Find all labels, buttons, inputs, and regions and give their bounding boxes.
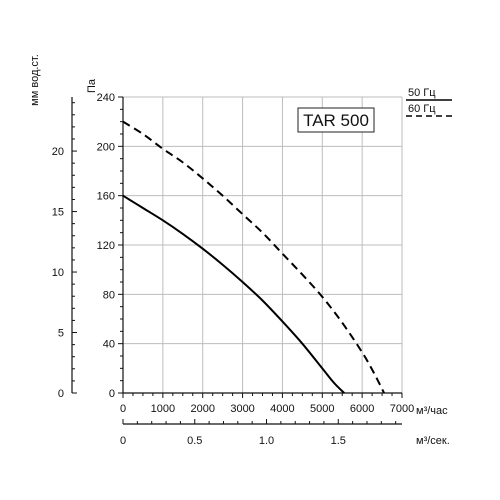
x-tick-label: 5000 (310, 403, 334, 415)
x2-tick-label: 1.5 (331, 435, 346, 447)
y-axis-label: Па (86, 78, 98, 93)
y-tick-label: 0 (109, 388, 115, 400)
legend-label-50hz: 50 Гц (408, 87, 436, 99)
axes (71, 96, 403, 425)
y2-tick-label: 20 (52, 146, 64, 158)
x-axis-label: м³/час (416, 405, 448, 417)
x2-tick-label: 1.0 (259, 435, 274, 447)
y2-axis-label: мм вод.ст. (29, 54, 41, 106)
y-tick-label: 240 (97, 92, 115, 104)
y-tick-label: 200 (97, 141, 115, 153)
x-tick-label: 1000 (151, 403, 175, 415)
x-tick-label: 3000 (230, 403, 254, 415)
series-line-60hz (122, 120, 385, 394)
x2-axis-label: м³/сек. (416, 435, 450, 447)
chart-title-box: TAR 500 (297, 107, 375, 133)
x2-tick-label: 0.5 (187, 435, 202, 447)
x-tick-label: 7000 (390, 403, 414, 415)
x-tick-label: 4000 (270, 403, 294, 415)
y-tick-label: 160 (97, 191, 115, 203)
y2-tick-label: 5 (58, 328, 64, 340)
performance-curves (122, 120, 385, 394)
y-tick-label: 80 (103, 289, 115, 301)
series-line-50hz (122, 194, 345, 394)
x-tick-label: 2000 (190, 403, 214, 415)
y2-tick-label: 10 (52, 267, 64, 279)
x-tick-label: 0 (120, 403, 126, 415)
chart-title: TAR 500 (303, 111, 369, 130)
grid (123, 96, 403, 393)
legend-label-60hz: 60 Гц (408, 103, 436, 115)
x2-tick-label: 0 (120, 435, 126, 447)
y2-tick-label: 15 (52, 207, 64, 219)
y-tick-label: 40 (103, 339, 115, 351)
y2-tick-label: 0 (58, 388, 64, 400)
y-tick-label: 120 (97, 240, 115, 252)
x-tick-label: 6000 (350, 403, 374, 415)
legend: 50 Гц 60 Гц (406, 87, 452, 117)
